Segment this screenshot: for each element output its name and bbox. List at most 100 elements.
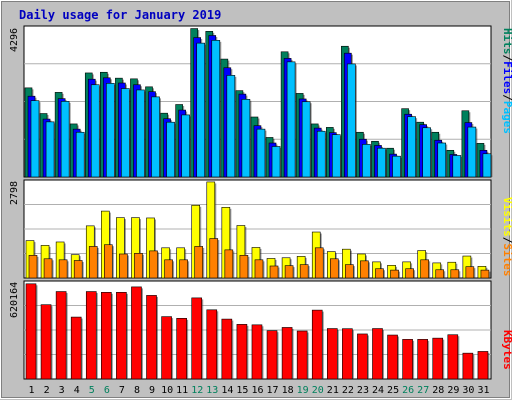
sites-bar-day-4 <box>73 260 83 279</box>
pages-bar-day-25 <box>392 155 401 178</box>
day-label-7: 7 <box>119 385 125 396</box>
pages-bar-day-20 <box>316 130 326 178</box>
day-label-5: 5 <box>89 385 95 396</box>
day-label-30: 30 <box>462 385 474 396</box>
day-label-14: 14 <box>221 385 233 396</box>
kbytes-bar-day-6 <box>101 292 112 380</box>
day-label-27: 27 <box>417 385 429 396</box>
sites-bar-day-1 <box>28 255 38 279</box>
sites-bar-day-12 <box>194 246 204 279</box>
sites-bar-day-21 <box>329 258 339 279</box>
pages-bar-day-26 <box>407 116 416 178</box>
day-label-1: 1 <box>29 385 35 396</box>
pages-bar-day-3 <box>60 101 70 178</box>
kbytes-bar-day-19 <box>296 330 308 380</box>
legend-visits-sites: Visits/Sites <box>501 197 512 277</box>
pages-bar-day-22 <box>347 63 356 178</box>
pages-bar-day-13 <box>211 40 221 178</box>
day-label-18: 18 <box>282 385 294 396</box>
day-label-26: 26 <box>402 385 414 396</box>
kbytes-bar-day-26 <box>402 339 413 380</box>
visits-sites-panel <box>23 179 492 279</box>
sites-bar-day-7 <box>119 253 128 279</box>
kbytes-bar-day-18 <box>281 327 293 380</box>
kbytes-bar-day-10 <box>161 316 172 380</box>
day-label-10: 10 <box>161 385 173 396</box>
day-label-28: 28 <box>432 385 444 396</box>
legend-kbytes: KBytes <box>501 330 512 370</box>
kbytes-bar-day-8 <box>131 286 142 380</box>
legend-hits: Hits <box>501 28 512 55</box>
legend-sep-2: / <box>501 94 512 101</box>
pages-bar-day-11 <box>181 114 190 178</box>
day-label-25: 25 <box>387 385 399 396</box>
pages-bar-day-12 <box>196 42 206 178</box>
day-label-19: 19 <box>297 385 309 396</box>
day-label-16: 16 <box>251 385 263 396</box>
pages-bar-day-9 <box>151 96 160 178</box>
kbytes-bar-day-3 <box>55 291 67 380</box>
sites-bar-day-27 <box>420 259 429 279</box>
kbytes-bar-day-17 <box>266 330 278 380</box>
legend-files: Files <box>501 61 512 94</box>
day-label-24: 24 <box>372 385 384 396</box>
day-label-29: 29 <box>447 385 459 396</box>
sites-bar-day-15 <box>239 255 249 279</box>
chart-title: Daily usage for January 2019 <box>19 8 221 22</box>
kbytes-bar-day-28 <box>432 337 444 380</box>
sites-bar-day-6 <box>104 244 113 279</box>
kbytes-panel <box>23 280 492 380</box>
kbytes-bar-day-22 <box>342 328 353 380</box>
kbytes-bar-day-24 <box>372 328 383 380</box>
sites-bar-day-13 <box>209 238 219 279</box>
kbytes-bar-day-1 <box>25 283 37 380</box>
pages-bar-day-23 <box>362 144 371 178</box>
kbytes-bar-day-4 <box>70 316 82 380</box>
day-label-21: 21 <box>327 385 339 396</box>
legend-sep-3: / <box>501 237 512 244</box>
pages-bar-day-10 <box>166 121 175 178</box>
pages-bar-day-15 <box>241 99 251 178</box>
kbytes-bar-day-11 <box>176 318 187 380</box>
day-label-2: 2 <box>44 385 50 396</box>
pages-bar-day-29 <box>452 155 462 178</box>
pages-bar-day-7 <box>121 88 130 178</box>
day-label-4: 4 <box>74 385 80 396</box>
sites-bar-day-28 <box>435 269 445 279</box>
outer-frame-dark <box>1 1 510 398</box>
sites-bar-day-29 <box>450 269 460 279</box>
pages-bar-day-18 <box>286 61 296 178</box>
day-label-3: 3 <box>59 385 65 396</box>
pages-bar-day-30 <box>467 126 477 178</box>
kbytes-bar-day-20 <box>311 309 323 380</box>
sites-bar-day-23 <box>360 260 369 279</box>
pages-bar-day-31 <box>482 153 492 178</box>
kbytes-bar-day-31 <box>477 351 489 380</box>
hits-files-pages-panel <box>23 25 493 178</box>
sites-bar-day-26 <box>405 268 414 279</box>
day-label-15: 15 <box>236 385 248 396</box>
y-max-label-kbytes: 620164 <box>9 282 20 318</box>
kbytes-bar-day-14 <box>221 318 233 380</box>
y-max-label-visits: 2798 <box>9 181 20 205</box>
legend-visits: Visits <box>501 197 512 237</box>
sites-bar-day-20 <box>314 247 324 279</box>
pages-bar-day-16 <box>256 128 266 178</box>
sites-bar-day-22 <box>345 264 354 279</box>
day-label-6: 6 <box>104 385 110 396</box>
pages-bar-day-8 <box>136 89 145 178</box>
pages-bar-day-6 <box>106 83 115 178</box>
kbytes-bar-day-2 <box>40 304 52 380</box>
kbytes-bar-day-25 <box>387 334 398 380</box>
pages-bar-day-5 <box>90 84 100 178</box>
kbytes-bar-day-7 <box>116 292 127 380</box>
sites-bar-day-9 <box>149 250 158 279</box>
legend-sep-1: / <box>501 55 512 62</box>
day-label-13: 13 <box>206 385 218 396</box>
pages-bar-day-27 <box>422 127 431 178</box>
sites-bar-day-3 <box>58 259 68 279</box>
sites-bar-day-31 <box>480 269 490 279</box>
day-label-23: 23 <box>357 385 369 396</box>
